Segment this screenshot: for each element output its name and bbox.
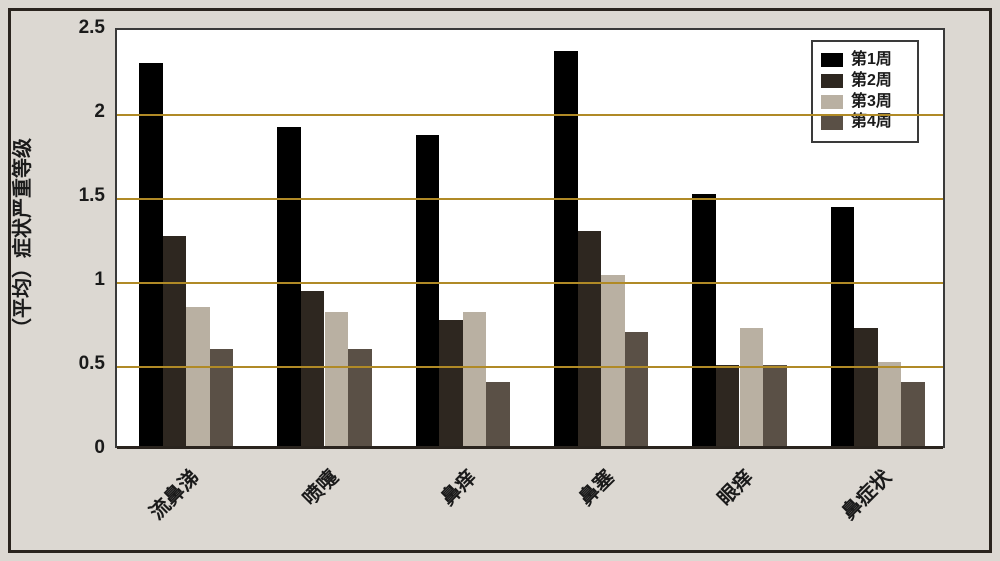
bar (348, 349, 372, 446)
legend-item: 第3周 (821, 92, 909, 113)
legend-item: 第2周 (821, 71, 909, 92)
legend-swatch (821, 116, 843, 130)
legend-swatch (821, 53, 843, 67)
bar (554, 51, 578, 446)
bar (763, 365, 787, 446)
gridline (117, 282, 943, 284)
legend-label: 第3周 (851, 92, 892, 113)
bar (878, 362, 902, 446)
y-tick-label: 2 (94, 101, 105, 123)
bar (854, 328, 878, 446)
bar (716, 365, 740, 446)
bar (901, 382, 925, 446)
bar (831, 207, 855, 446)
bar (416, 135, 440, 446)
legend: 第1周第2周第3周第4周 (811, 40, 919, 143)
chart-frame: 第1周第2周第3周第4周 （平均）症状严重等级 00.511.522.5流鼻涕喷… (0, 0, 1000, 561)
legend-item: 第1周 (821, 50, 909, 71)
bar (625, 332, 649, 446)
plot-area: 第1周第2周第3周第4周 (115, 28, 945, 448)
bar (486, 382, 510, 446)
legend-label: 第1周 (851, 50, 892, 71)
legend-swatch (821, 95, 843, 109)
bar (277, 127, 301, 446)
y-tick-label: 0.5 (79, 353, 105, 375)
bar (463, 312, 487, 446)
gridline (117, 198, 943, 200)
bar (439, 320, 463, 446)
x-axis-baseline (117, 446, 943, 449)
y-tick-label: 1 (94, 269, 105, 291)
y-axis-label: （平均）症状严重等级 (6, 138, 35, 338)
bar (210, 349, 234, 446)
bar (325, 312, 349, 446)
bar (578, 231, 602, 446)
y-tick-label: 0 (94, 437, 105, 459)
bar (692, 194, 716, 446)
y-tick-label: 2.5 (79, 17, 105, 39)
y-tick-label: 1.5 (79, 185, 105, 207)
bar (601, 275, 625, 446)
legend-label: 第2周 (851, 71, 892, 92)
gridline (117, 366, 943, 368)
bar (139, 63, 163, 446)
bar (301, 291, 325, 446)
bar (740, 328, 764, 446)
bar (163, 236, 187, 446)
gridline (117, 114, 943, 116)
legend-swatch (821, 74, 843, 88)
bar (186, 307, 210, 446)
